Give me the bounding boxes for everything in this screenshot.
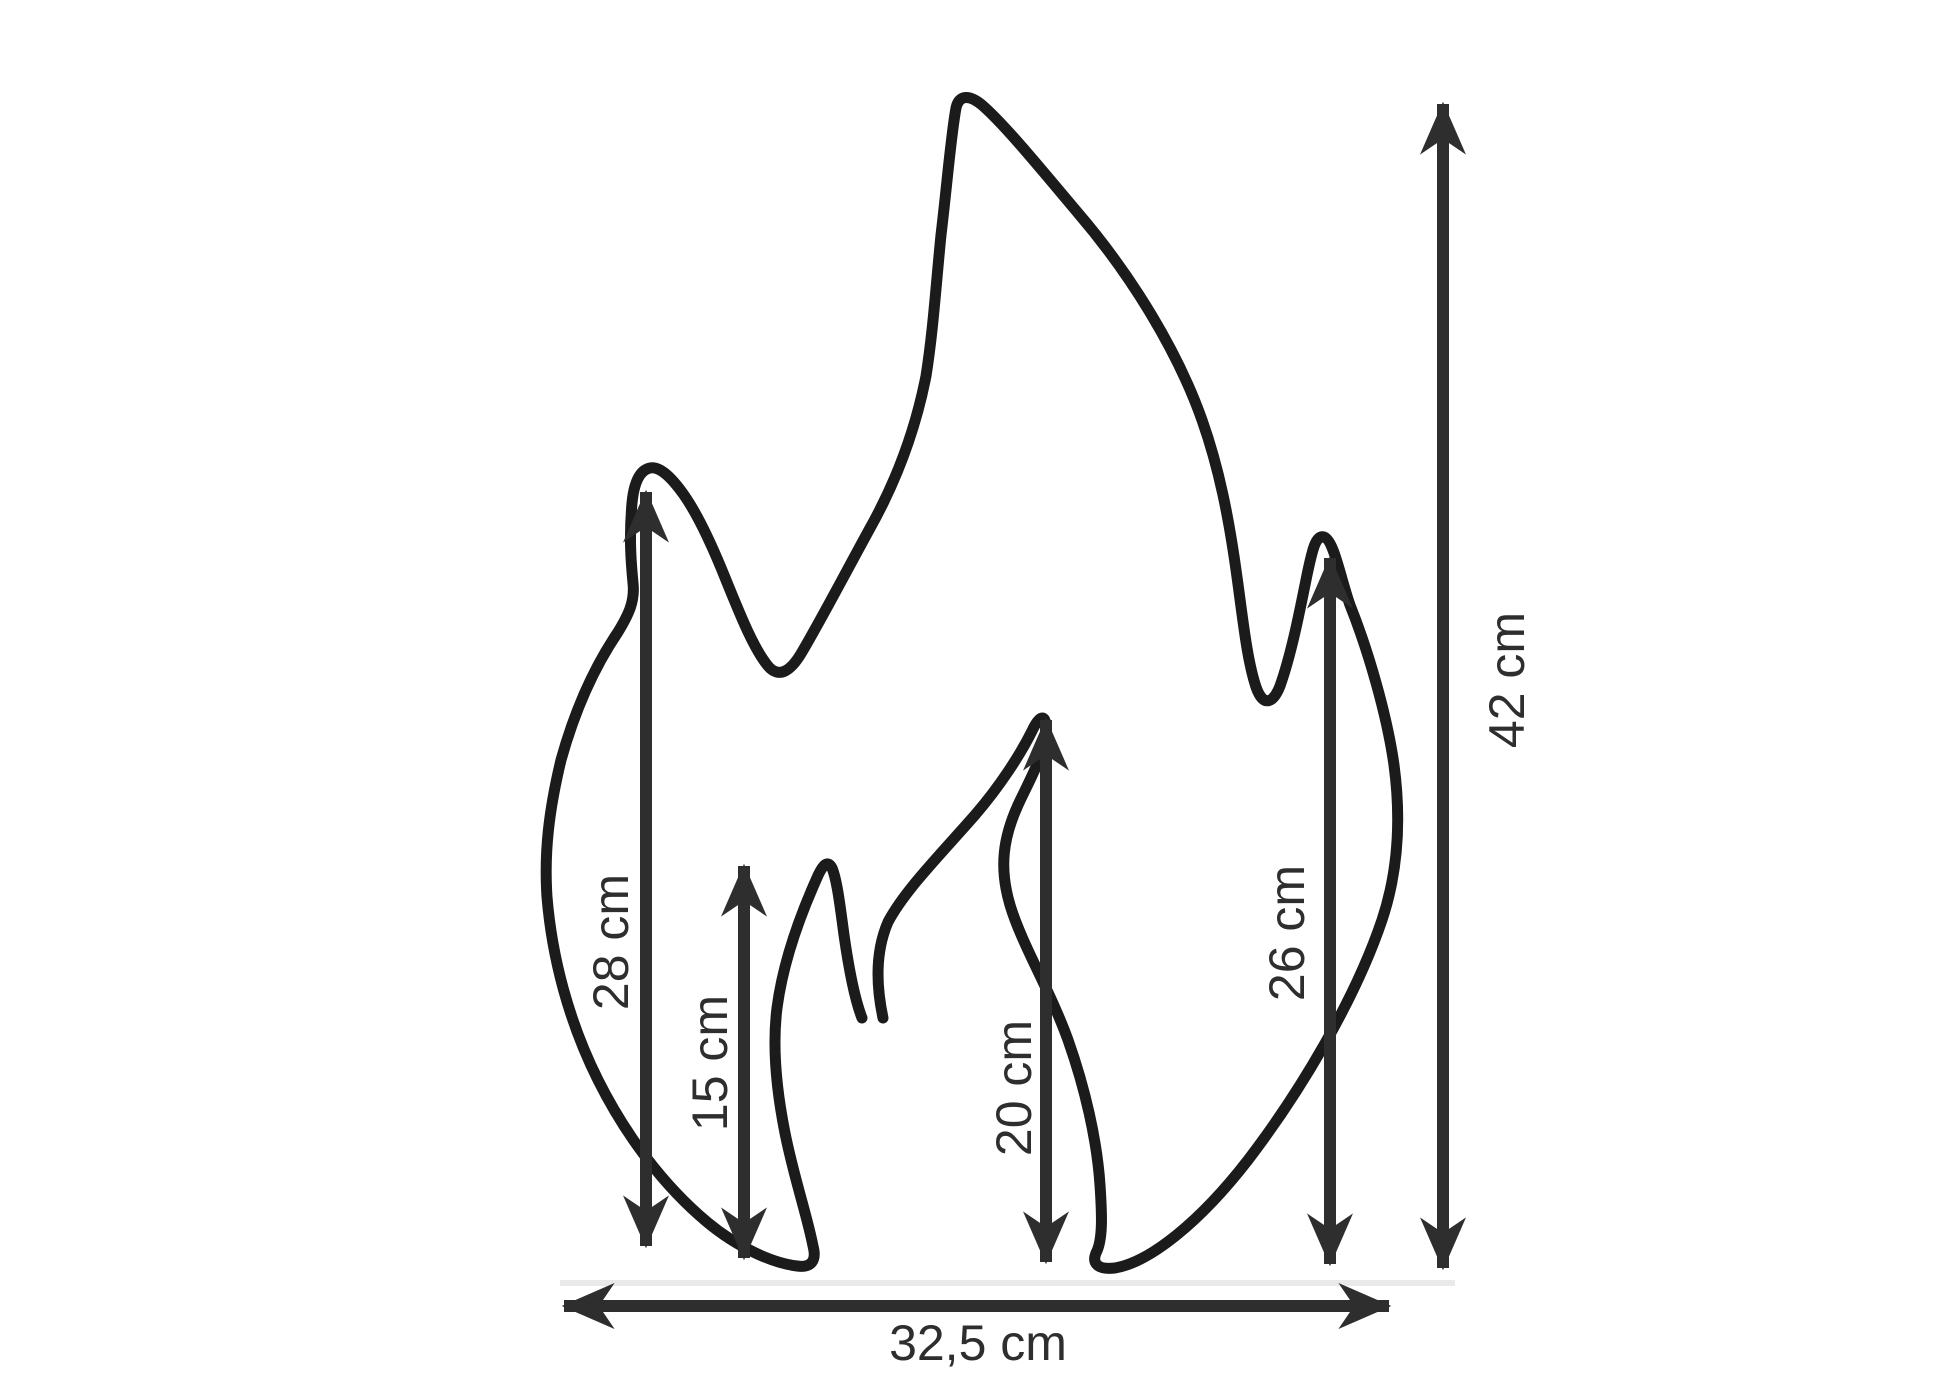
flame-outline <box>540 92 1404 1274</box>
label-inner-tongue: 20 cm <box>986 1020 1042 1156</box>
dimension-labels: 28 cm 15 cm 20 cm 26 cm 42 cm 32,5 cm <box>583 612 1535 1371</box>
label-inner-left-spike: 15 cm <box>682 995 738 1131</box>
label-left-peak: 28 cm <box>583 874 639 1010</box>
label-total-height: 42 cm <box>1479 612 1535 748</box>
label-right-peak: 26 cm <box>1259 865 1315 1001</box>
label-total-width: 32,5 cm <box>889 1315 1067 1371</box>
dimension-arrows <box>561 101 1466 1329</box>
